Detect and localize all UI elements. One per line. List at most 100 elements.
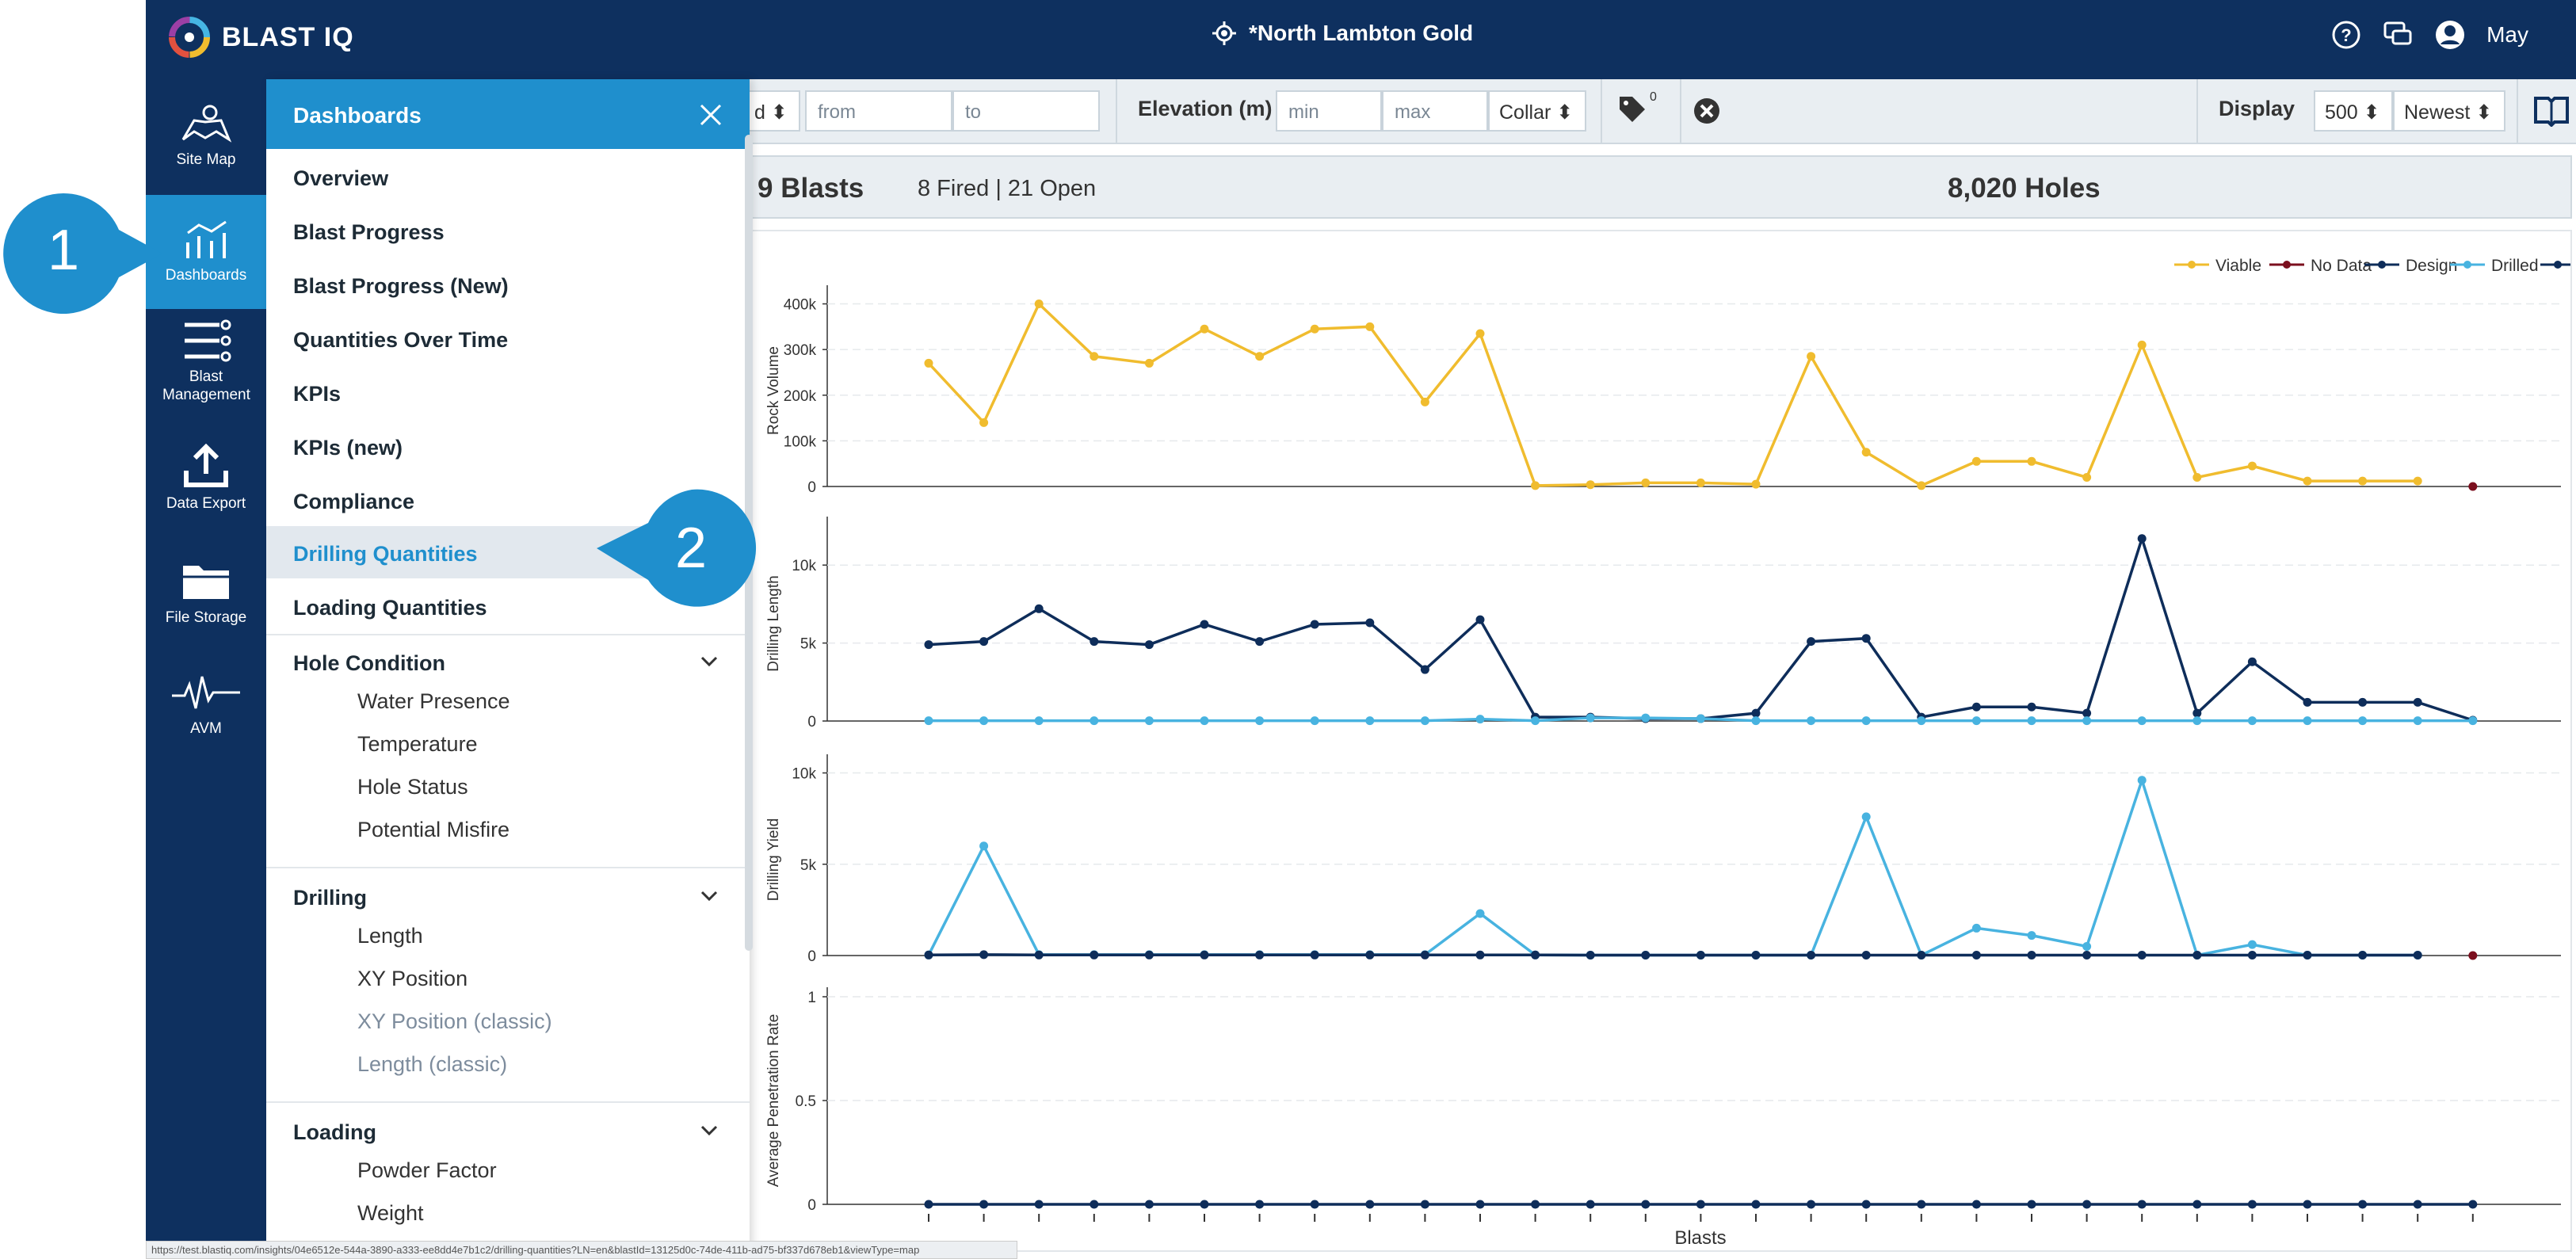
data-point (1255, 950, 1265, 960)
menu-item-loading-quantities[interactable]: Loading Quantities (266, 580, 750, 632)
data-point (979, 950, 989, 960)
data-point (979, 716, 989, 726)
menu-section-loading[interactable]: Loading (266, 1104, 750, 1157)
data-point (1420, 950, 1429, 960)
nav-file-storage[interactable]: File Storage (146, 559, 266, 627)
menu-item-kpis-new[interactable]: KPIs (new) (266, 420, 750, 472)
top-bar: BLAST IQ *North Lambton Gold ? May (146, 0, 2576, 79)
menu-header: Dashboards (266, 79, 750, 149)
y-tick-label: 1 (807, 990, 816, 1006)
menu-item-compliance[interactable]: Compliance (266, 474, 750, 526)
data-point (924, 950, 933, 960)
data-point (2413, 697, 2422, 707)
data-point (1751, 951, 1761, 960)
data-point (1861, 1200, 1871, 1209)
data-point (2358, 697, 2368, 707)
menu-item-blast-progress-new[interactable]: Blast Progress (New) (266, 258, 750, 311)
clear-filters-icon[interactable] (1693, 97, 1721, 125)
menu-divider (266, 1101, 750, 1103)
data-point (1861, 951, 1871, 960)
menu-item-label: Blast Progress (293, 220, 445, 244)
nav-data-export[interactable]: Data Export (146, 444, 266, 513)
data-point (1641, 1200, 1651, 1209)
menu-section-hole-condition[interactable]: Hole Condition (266, 635, 750, 688)
divider (2517, 79, 2518, 143)
menu-item-label: Loading Quantities (293, 596, 487, 620)
data-point (1586, 480, 1595, 490)
menu-subitem-powder-factor[interactable]: Powder Factor (357, 1158, 497, 1182)
menu-subitem-hole-status[interactable]: Hole Status (357, 775, 468, 799)
legend-swatch-dot (2463, 261, 2471, 269)
guide-book-icon[interactable] (2532, 93, 2570, 127)
menu-subitem-potential-misfire[interactable]: Potential Misfire (357, 818, 510, 841)
nav-site-map[interactable]: Site Map (146, 101, 266, 169)
data-point (2192, 1200, 2202, 1209)
data-point (2358, 951, 2368, 960)
data-point (2192, 951, 2202, 960)
elevation-max-input[interactable]: max (1382, 90, 1488, 132)
data-point (2303, 476, 2312, 486)
menu-subitem-xy-position-classic[interactable]: XY Position (classic) (357, 1009, 552, 1033)
y-tick-label: 100k (784, 433, 817, 450)
y-tick-label: 0 (807, 948, 816, 965)
tag-icon (1620, 97, 1645, 122)
close-icon[interactable] (699, 103, 723, 127)
menu-item-overview[interactable]: Overview (266, 151, 750, 203)
tag-filter[interactable]: 0 (1616, 90, 1657, 129)
y-axis-label: Rock Volume (765, 346, 782, 435)
data-point (1090, 716, 1099, 726)
callout-number: 2 (675, 517, 707, 580)
data-point (2027, 456, 2036, 466)
sort-arrows-icon: ⬍ (1556, 101, 1574, 124)
menu-subitem-temperature[interactable]: Temperature (357, 732, 478, 756)
menu-subitem-xy-position[interactable]: XY Position (357, 967, 468, 990)
elevation-min-input[interactable]: min (1276, 90, 1382, 132)
data-point (2247, 657, 2257, 666)
filter-select-partial[interactable]: d ⬍ (745, 90, 800, 132)
menu-subitem-length-classic[interactable]: Length (classic) (357, 1052, 508, 1076)
feedback-icon[interactable] (2382, 20, 2414, 50)
nav-blast-management[interactable]: Blast Management (146, 319, 266, 404)
data-point (2137, 340, 2147, 349)
menu-item-label: Compliance (293, 490, 415, 513)
collar-value: Collar (1499, 101, 1551, 124)
data-point (1641, 478, 1651, 487)
menu-subitem-weight[interactable]: Weight (357, 1201, 424, 1225)
hole-count: 8,020 Holes (1948, 173, 2101, 204)
menu-subitem-length[interactable]: Length (357, 924, 423, 948)
date-to-input[interactable]: to (952, 90, 1100, 132)
user-name[interactable]: May (2486, 22, 2528, 47)
data-point (924, 640, 933, 650)
legend-label: Design (2406, 257, 2457, 275)
display-count-select[interactable]: 500 ⬍ (2314, 90, 2393, 132)
menu-item-label: KPIs (new) (293, 436, 403, 460)
menu-item-kpis[interactable]: KPIs (266, 366, 750, 418)
sort-arrows-icon: ⬍ (2475, 101, 2493, 124)
menu-item-quantities-over-time[interactable]: Quantities Over Time (266, 312, 750, 364)
menu-section-drilling[interactable]: Drilling (266, 870, 750, 922)
brand-logo[interactable]: BLAST IQ (166, 14, 354, 60)
sort-select[interactable]: Newest ⬍ (2393, 90, 2505, 132)
help-icon[interactable]: ? (2331, 20, 2361, 50)
data-point (1365, 618, 1375, 628)
data-point (2468, 482, 2478, 491)
nav-dashboards[interactable]: Dashboards (146, 195, 266, 309)
y-tick-label: 400k (784, 297, 817, 314)
site-selector[interactable]: *North Lambton Gold (1212, 21, 1473, 46)
user-avatar-icon[interactable] (2434, 19, 2466, 51)
menu-subitem-water-presence[interactable]: Water Presence (357, 689, 510, 713)
data-point (2247, 716, 2257, 726)
data-point (1420, 1200, 1429, 1209)
y-tick-label: 10k (792, 558, 816, 574)
data-point (1751, 716, 1761, 726)
chart-card: Viable No Data Design Drilled Average Penetr… (745, 230, 2572, 1252)
data-point (1971, 1200, 1981, 1209)
data-point (2358, 716, 2368, 726)
menu-item-blast-progress[interactable]: Blast Progress (266, 204, 750, 257)
collar-select[interactable]: Collar ⬍ (1488, 90, 1586, 132)
to-placeholder: to (965, 101, 982, 123)
date-from-input[interactable]: from (805, 90, 952, 132)
nav-avm[interactable]: AVM (146, 673, 266, 738)
dashboards-menu: Dashboards Overview Blast Progress Blast… (266, 79, 750, 1259)
callout-number: 1 (48, 219, 79, 282)
